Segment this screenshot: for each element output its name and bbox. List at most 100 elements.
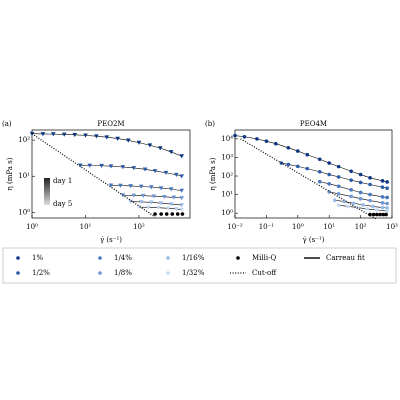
marker xyxy=(368,198,372,203)
marker xyxy=(138,184,144,189)
marker xyxy=(159,212,163,216)
marker xyxy=(157,146,163,151)
legend-label: 1/4% xyxy=(114,254,132,262)
marker xyxy=(358,172,363,177)
x-tick-label: 10⁻¹ xyxy=(259,223,275,231)
fit-line xyxy=(110,185,182,191)
marker xyxy=(336,184,341,189)
marker xyxy=(368,176,372,180)
marker xyxy=(336,192,341,196)
marker xyxy=(385,186,389,191)
marker xyxy=(164,212,169,216)
marker xyxy=(380,195,385,199)
x-tick-label: 10¹ xyxy=(80,223,92,231)
marker xyxy=(385,195,389,200)
marker xyxy=(162,194,167,200)
marker xyxy=(385,180,389,184)
marker xyxy=(342,199,346,204)
marker xyxy=(151,194,157,199)
y-tick-label: 10⁴ xyxy=(221,135,233,143)
legend-label: 1/8% xyxy=(114,269,132,277)
legend-marker xyxy=(16,271,20,275)
marker xyxy=(118,183,123,188)
marker xyxy=(147,143,153,148)
marker xyxy=(165,206,171,211)
marker xyxy=(233,133,237,138)
marker xyxy=(296,164,300,169)
colorbar-label: day 1 xyxy=(53,177,72,185)
marker xyxy=(131,193,137,198)
marker xyxy=(317,179,322,184)
marker xyxy=(153,212,157,216)
x-axis-label: γ̇ (s⁻¹) xyxy=(303,236,325,244)
marker xyxy=(148,200,154,205)
marker xyxy=(146,205,151,210)
marker xyxy=(136,140,142,145)
marker xyxy=(305,152,310,157)
marker xyxy=(296,149,300,153)
marker xyxy=(327,172,332,177)
marker xyxy=(72,132,78,138)
marker xyxy=(349,194,353,199)
marker xyxy=(108,183,114,188)
marker xyxy=(371,212,376,217)
fit-line xyxy=(234,135,388,183)
marker xyxy=(380,205,385,210)
marker xyxy=(87,163,93,168)
legend-marker xyxy=(98,256,102,260)
plot-frame xyxy=(234,129,393,219)
y-tick-label: 10⁰ xyxy=(18,208,30,216)
marker xyxy=(179,196,185,201)
marker xyxy=(142,167,148,172)
colorbar-label: day 5 xyxy=(53,200,72,208)
marker xyxy=(317,157,322,162)
y-tick-label: 10³ xyxy=(221,153,233,161)
marker xyxy=(327,182,332,186)
marker xyxy=(381,212,386,217)
marker xyxy=(385,206,389,210)
y-tick-label: 10¹ xyxy=(18,172,30,180)
marker xyxy=(156,205,161,210)
marker xyxy=(140,193,146,198)
marker xyxy=(358,180,363,185)
marker xyxy=(361,203,365,207)
marker xyxy=(152,169,158,174)
legend-box xyxy=(2,247,397,284)
marker xyxy=(175,212,180,216)
marker xyxy=(351,201,356,206)
marker xyxy=(179,154,185,159)
marker xyxy=(163,170,169,176)
legend-marker xyxy=(16,256,20,260)
marker xyxy=(40,132,46,137)
marker xyxy=(374,208,379,212)
x-tick-label: 10³ xyxy=(386,223,398,231)
marker xyxy=(336,175,341,179)
marker xyxy=(168,202,174,207)
marker xyxy=(349,188,353,192)
x-tick-label: 10⁰ xyxy=(292,223,304,231)
marker xyxy=(131,166,137,171)
colorbar xyxy=(44,178,50,205)
legend-label: 1/2% xyxy=(32,269,50,277)
marker xyxy=(128,184,133,189)
marker xyxy=(346,204,350,209)
y-tick-label: 10² xyxy=(221,172,233,180)
fit-line xyxy=(80,165,182,177)
legend-marker xyxy=(166,271,170,275)
marker xyxy=(336,203,341,207)
marker xyxy=(378,212,382,217)
marker xyxy=(380,201,385,205)
marker xyxy=(274,141,278,146)
marker xyxy=(108,164,114,169)
legend-marker xyxy=(166,256,170,260)
marker xyxy=(104,135,110,140)
marker xyxy=(83,133,88,138)
marker xyxy=(174,207,179,212)
marker xyxy=(170,212,175,216)
x-tick-label: 10⁻² xyxy=(227,223,243,231)
legend-marker xyxy=(236,256,240,260)
marker xyxy=(385,209,389,213)
marker xyxy=(358,190,363,195)
marker xyxy=(180,212,185,216)
